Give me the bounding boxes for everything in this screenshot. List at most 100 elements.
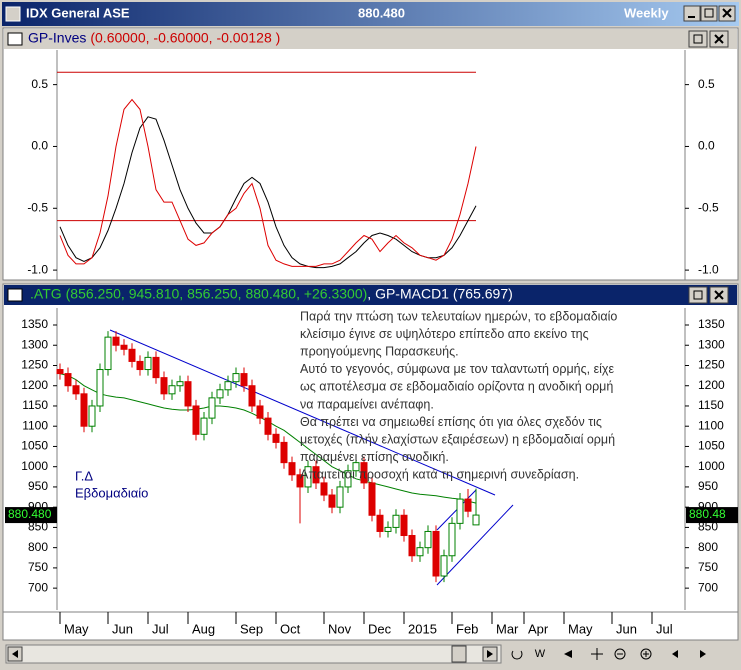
x-tick-label: 2015: [408, 621, 437, 636]
scroll-thumb[interactable]: [451, 645, 467, 663]
panel-icon: [7, 288, 23, 302]
candle-body: [256, 405, 264, 419]
oscillator-panel: [2, 27, 739, 281]
icon: [693, 290, 703, 300]
candle-body: [56, 369, 64, 375]
candle-body: [392, 514, 400, 528]
candle-body: [360, 462, 368, 484]
chart-label: Γ.Δ: [75, 468, 93, 483]
y-tick-label: 1250: [21, 358, 48, 372]
trend-line: [109, 329, 496, 496]
icon: [714, 290, 724, 300]
candle-body: [288, 462, 296, 476]
note-line: παραμένει επίσης ανοδική.: [300, 450, 449, 464]
x-tick-label: May: [568, 621, 593, 636]
y-tick-label: 950: [698, 479, 718, 493]
y-tick-label: 1350: [698, 317, 725, 331]
y-tick-label: 750: [698, 560, 718, 574]
y-tick-label: 750: [28, 560, 48, 574]
trend-line: [436, 504, 514, 586]
candle-body: [312, 466, 320, 484]
icon: [704, 8, 714, 18]
icon: [12, 650, 18, 658]
icon: [714, 34, 724, 44]
window-controls[interactable]: [683, 5, 736, 22]
candle-body: [208, 397, 216, 419]
x-axis-strip: [2, 611, 739, 641]
candle-body: [400, 514, 408, 537]
x-tick-label: May: [64, 621, 89, 636]
refresh-button[interactable]: [508, 645, 526, 663]
period-button-label: W: [535, 648, 546, 660]
candle-body: [136, 360, 144, 371]
note-line: προηγούμενης Παρασκευής.: [300, 344, 459, 358]
candle-body: [296, 474, 304, 488]
note-line: Παρά την πτώση των τελευταίων ημερών, το…: [300, 309, 617, 323]
candle-body: [64, 373, 72, 387]
chart-label: Εβδομαδιαίο: [75, 485, 148, 500]
window-title: IDX General ASE: [26, 5, 130, 20]
ohlc-label: (856.250, 945.810, 856.250, 880.480, +26…: [66, 286, 368, 302]
x-tick-label: Oct: [280, 621, 301, 636]
candle-body: [472, 514, 480, 526]
panel-max-button[interactable]: [688, 286, 708, 304]
oscillator-line: [59, 98, 477, 267]
scrollbar[interactable]: [5, 644, 502, 664]
candle-body: [264, 417, 272, 435]
next-icon[interactable]: [700, 650, 706, 658]
candle-body: [128, 348, 136, 362]
y-tick-label: 850: [28, 520, 48, 534]
icon: [591, 648, 603, 660]
oscillator-line: [59, 116, 477, 269]
y-tick-label: 950: [28, 479, 48, 493]
candle-body: [240, 373, 248, 387]
maximize-button[interactable]: [700, 5, 718, 22]
zoom-in-icon[interactable]: [640, 648, 652, 660]
note-line: να παραμείνει ανέπαφη.: [300, 397, 434, 411]
candle-body: [200, 417, 208, 435]
app-icon: [5, 6, 21, 22]
y-tick-label: 1050: [21, 439, 48, 453]
oscillator-header: [4, 29, 737, 49]
last-price-label: 880.48: [689, 507, 726, 521]
title-bar: [2, 2, 739, 26]
candle-body: [464, 498, 472, 512]
note-line: μετοχές (πλήν ελαχίστων εξαιρέσεων) η εβ…: [300, 432, 615, 446]
y-tick-label: 800: [698, 540, 718, 554]
x-tick-label: Mar: [496, 621, 519, 636]
y-tick-label: 1000: [21, 459, 48, 473]
candle-body: [224, 381, 232, 391]
y-tick-label: 1300: [21, 337, 48, 351]
note-line: Αυτό το γεγονός, σύμφωνα με τον ταλαντωτ…: [300, 362, 614, 376]
y-tick-label: 0.0: [31, 139, 48, 153]
candle-body: [432, 530, 440, 577]
icon: [487, 650, 493, 658]
minimize-button[interactable]: [683, 5, 701, 22]
x-tick-label: Dec: [368, 621, 392, 636]
prev-icon[interactable]: [672, 650, 678, 658]
candle-body: [168, 385, 176, 395]
candle-body: [280, 441, 288, 464]
window-last: 880.480: [358, 5, 405, 20]
candle-body: [344, 470, 352, 488]
x-tick-label: Jun: [616, 621, 637, 636]
window-period: Weekly: [624, 5, 669, 20]
candle-body: [416, 547, 424, 557]
period-button[interactable]: [531, 645, 549, 663]
indicator-label: , GP-MACD1 (765.697): [367, 286, 513, 302]
x-tick-label: Jul: [656, 621, 673, 636]
y-tick-label: 700: [698, 580, 718, 594]
x-tick-label: Sep: [240, 621, 263, 636]
x-tick-label: Nov: [328, 621, 352, 636]
icon: [722, 8, 732, 18]
price-panel: [2, 283, 739, 613]
oscillator-params: (0.60000, -0.60000, -0.00128 ): [90, 30, 280, 46]
panel-icon: [7, 32, 23, 46]
panel-max-button[interactable]: [688, 30, 708, 48]
candle-body: [216, 389, 224, 399]
candle-body: [376, 514, 384, 532]
y-tick-label: 1050: [698, 439, 725, 453]
x-tick-label: Apr: [528, 621, 549, 636]
zoom-out-icon[interactable]: [614, 648, 626, 660]
